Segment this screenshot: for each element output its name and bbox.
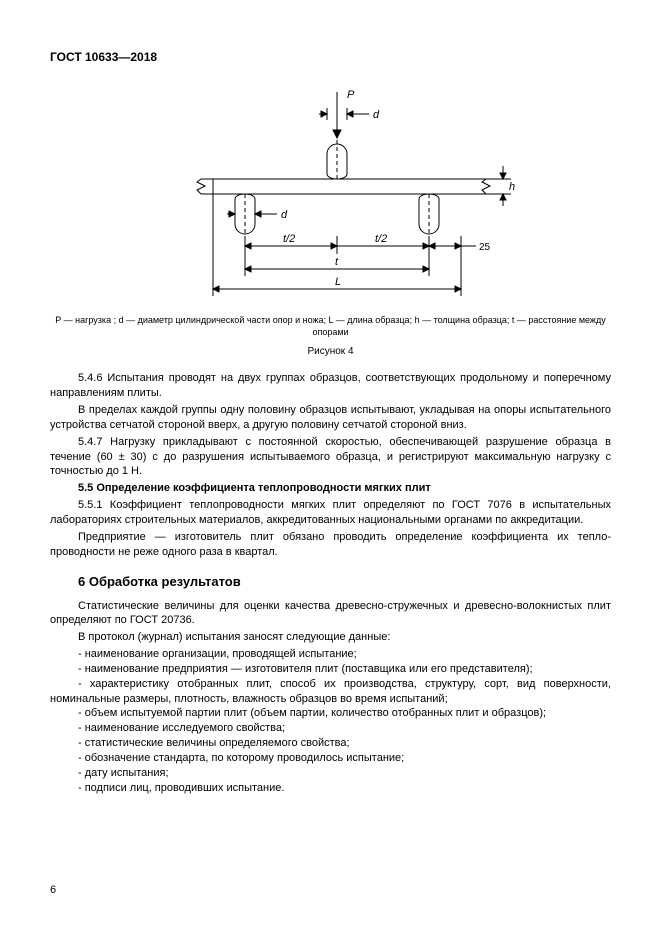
label-L: L — [335, 276, 341, 288]
list-item: - дату испытания; — [50, 766, 611, 781]
page-number: 6 — [50, 884, 56, 896]
label-t2-left: t/2 — [283, 233, 295, 245]
para-551: 5.5.1 Коэффициент теплопроводности мягки… — [50, 498, 611, 528]
para-6a: Статистические величины для оценки качес… — [50, 599, 611, 629]
para-546: 5.4.6 Испытания проводят на двух группах… — [50, 371, 611, 401]
figure-caption: P — нагрузка ; d — диаметр цилиндрическо… — [50, 315, 611, 338]
list-item: - наименование исследуемого свойства; — [50, 721, 611, 736]
para-546b: В пределах каждой группы одну половину о… — [50, 403, 611, 433]
list-item: - обозначение стандарта, по которому про… — [50, 751, 611, 766]
para-551b: Предприятие — изготовитель плит обязано … — [50, 530, 611, 560]
sec-6-title: 6 Обработка результатов — [50, 574, 611, 589]
label-P: P — [347, 89, 355, 101]
list-item: - объем испытуемой партии плит (объем па… — [50, 706, 611, 721]
label-d-bottom: d — [281, 209, 288, 221]
label-h: h — [509, 181, 515, 193]
figure-label: Рисунок 4 — [50, 346, 611, 357]
para-547: 5.4.7 Нагрузку прикладывают с постоянной… — [50, 435, 611, 480]
para-6b: В протокол (журнал) испытания заносят сл… — [50, 630, 611, 645]
label-25: 25 — [479, 242, 491, 253]
sec-55-title: 5.5 Определение коэффициента теплопровод… — [50, 481, 611, 496]
diagram-container: P d — [50, 74, 611, 307]
label-t2-right: t/2 — [375, 233, 387, 245]
label-d-top: d — [373, 109, 380, 121]
bending-test-diagram: P d — [141, 74, 521, 304]
list-item: - статистические величины определяемого … — [50, 736, 611, 751]
list-item: - характеристику отобранных плит, способ… — [50, 677, 611, 707]
label-t: t — [335, 256, 339, 268]
list-item: - подписи лиц, проводивших испытание. — [50, 781, 611, 796]
list-item: - наименование организации, проводящей и… — [50, 647, 611, 662]
doc-header: ГОСТ 10633—2018 — [50, 50, 611, 64]
page: ГОСТ 10633—2018 P — [0, 0, 661, 936]
list-item: - наименование предприятия — изготовител… — [50, 662, 611, 677]
